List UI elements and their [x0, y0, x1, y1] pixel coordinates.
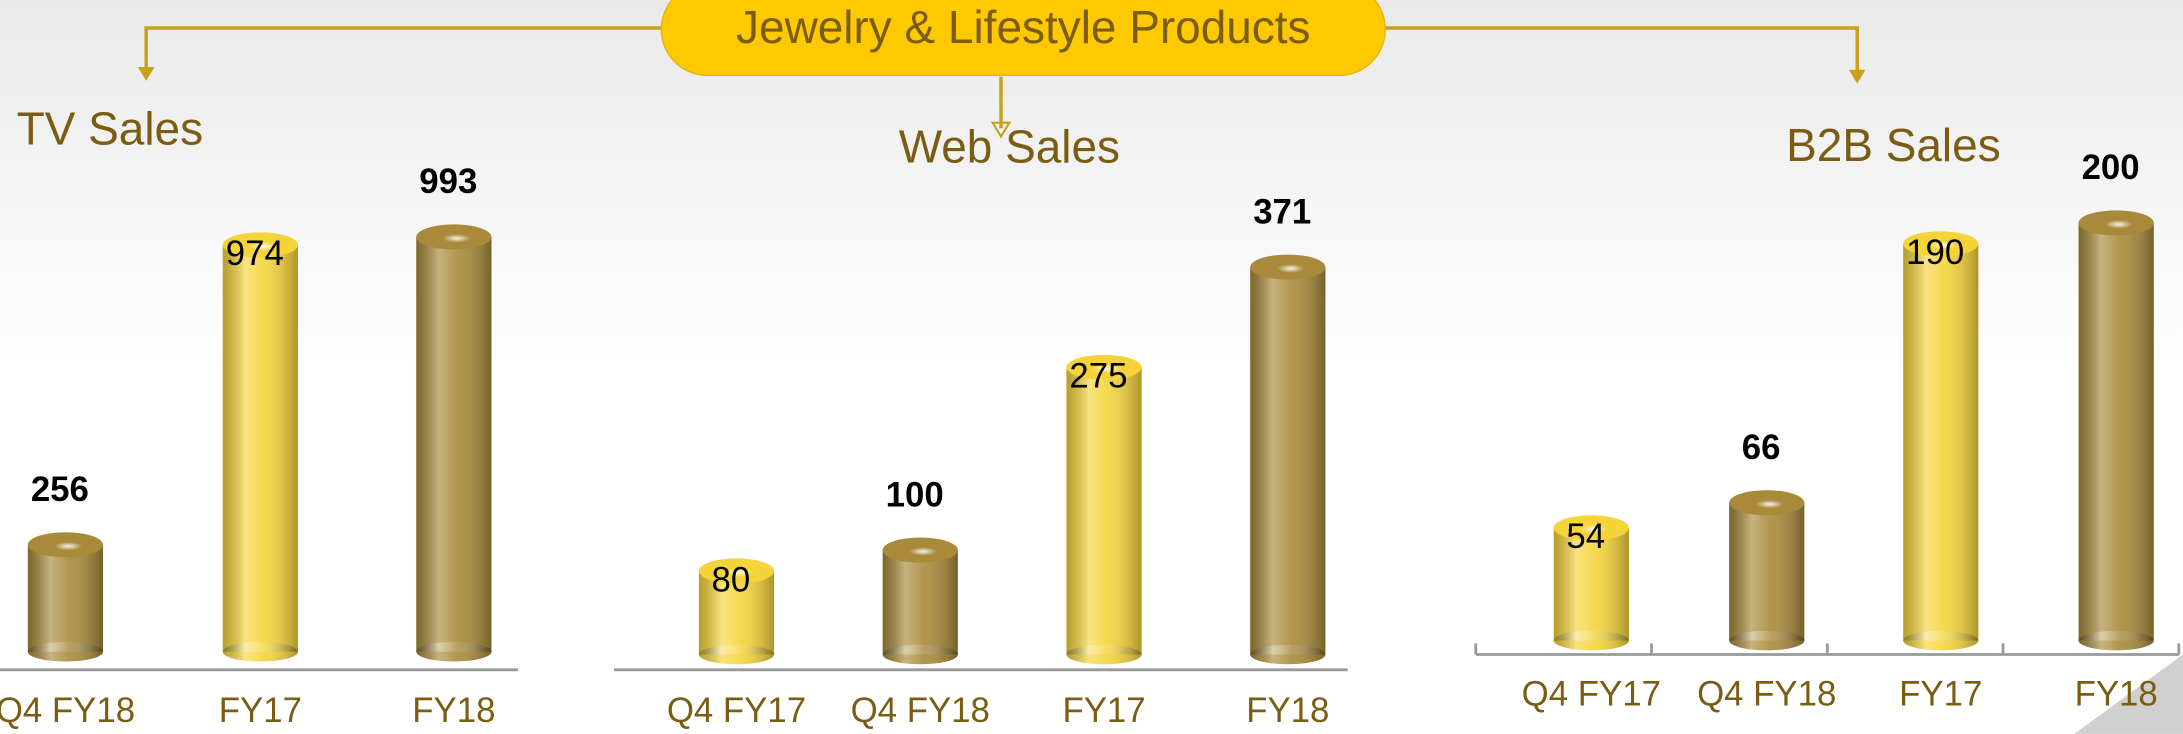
bar-shading [1250, 267, 1326, 655]
bar-shading [2078, 222, 2154, 641]
arrowheads [137, 66, 1866, 139]
bar-shading [882, 550, 958, 655]
value-label: 200 [2082, 148, 2140, 187]
x-tick-label: FY17 [1062, 691, 1145, 730]
bar-cap-shine [1580, 525, 1609, 534]
bar-bottom-shade [416, 641, 492, 662]
x-tick-label: FY18 [2075, 674, 2158, 713]
value-label: 371 [1253, 192, 1311, 231]
bar-cap-shine [909, 547, 937, 556]
bar-shading [27, 544, 104, 652]
x-tick-label: FY18 [1246, 691, 1329, 730]
value-label: 275 [1069, 357, 1127, 396]
bar-shading [416, 236, 492, 652]
bar-bottom-shade [882, 644, 958, 665]
bar-bottom-shade [1250, 644, 1326, 665]
bar-shading [1553, 527, 1629, 641]
bar-cap-shine [1929, 241, 1958, 250]
bar-bottom-shade [222, 641, 298, 662]
chart-title: TV Sales [17, 103, 203, 155]
bar-cap-shine [1755, 499, 1784, 509]
header-pill [660, 0, 1386, 77]
bar-bottom-shade [1553, 630, 1629, 651]
x-tick-label: Q4 FY17 [667, 691, 806, 730]
bar-shading [1903, 243, 1979, 641]
value-label: 54 [1566, 517, 1605, 556]
bar-cap-shine [1276, 264, 1305, 273]
bar-cap-shine [2105, 220, 2133, 229]
bar-bottom-shade [1729, 630, 1805, 651]
x-tick-label: Q4 FY17 [1522, 674, 1661, 713]
header-title: Jewelry & Lifestyle Products [736, 1, 1310, 53]
chart-title: B2B Sales [1786, 119, 2001, 171]
x-tick-label: Q4 FY18 [0, 691, 135, 730]
bar-shading [1729, 502, 1805, 641]
value-label: 993 [419, 162, 477, 201]
value-label: 66 [1742, 428, 1781, 467]
x-tick-label: Q4 FY18 [851, 691, 990, 730]
bar-cap-shine [249, 242, 278, 251]
bar-cap-shine [725, 568, 754, 577]
value-label: 100 [886, 475, 944, 514]
bar-bottom-shade [1903, 630, 1979, 651]
chart-title: Web Sales [899, 121, 1120, 173]
connectors [144, 26, 1859, 129]
x-tick-label: FY18 [412, 691, 495, 730]
bar-bottom-shade [27, 641, 104, 662]
value-label: 190 [1906, 233, 1964, 272]
bar-bottom-shade [2078, 630, 2154, 651]
value-label: 80 [712, 560, 751, 599]
x-tick-label: FY17 [219, 691, 302, 730]
bar-shading [1066, 367, 1142, 655]
bar-cap-shine [54, 542, 83, 551]
bar-shading [698, 570, 775, 655]
value-label: 256 [31, 470, 89, 509]
value-label: 974 [226, 234, 284, 273]
bar-bottom-shade [1066, 644, 1142, 665]
x-tick-label: FY17 [1899, 674, 1982, 713]
x-tick-label: Q4 FY18 [1697, 674, 1836, 713]
bar-shading [222, 244, 298, 652]
bar-cap-shine [442, 234, 471, 243]
bar-bottom-shade [698, 644, 775, 665]
bar-cap-shine [1092, 364, 1121, 373]
